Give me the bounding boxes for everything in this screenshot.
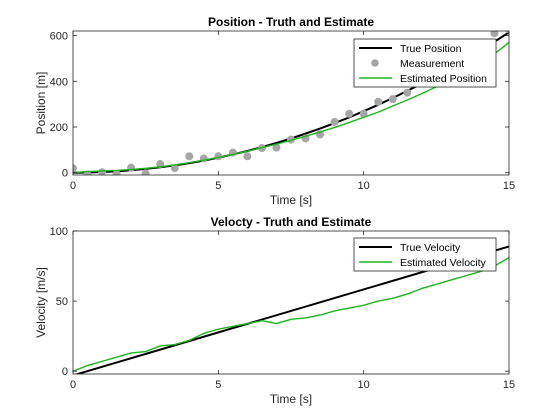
series-estimated-velocity-line: [73, 257, 509, 372]
x-tick-label: 0: [70, 379, 76, 391]
measurement-point: [330, 117, 339, 126]
chart-2: Velocty - Truth and Estimate 0 5 10 15 0 50 100…: [34, 215, 515, 406]
measurement-point: [98, 168, 107, 175]
legend-box: [353, 237, 497, 272]
legend-entry-measurement: Measurement: [371, 58, 464, 70]
y-axis-label: Velocity [m/s]: [34, 267, 48, 338]
x-tick-label: 0: [70, 180, 76, 192]
chart-title: Velocty - Truth and Estimate: [211, 215, 372, 229]
measurement-point: [199, 154, 208, 163]
axes-box: [72, 230, 510, 375]
y-tick-label: 400: [50, 76, 68, 88]
legend-entry-estimated-position: Estimated Position: [359, 73, 487, 85]
measurement-point: [345, 109, 354, 118]
x-tick-label: 10: [358, 180, 370, 192]
y-tick-label: 0: [62, 168, 68, 180]
measurement-point: [403, 88, 412, 97]
legend: True Velocity Estimated Velocity: [353, 237, 497, 272]
y-tick-label: 50: [56, 296, 68, 308]
legend: True Position Measurement Estimated Positi…: [353, 38, 497, 88]
measurement-point: [141, 169, 150, 175]
x-tick-label: 15: [503, 379, 515, 391]
legend-entry-estimated-velocity: Estimated Velocity: [359, 257, 487, 269]
measurement-point: [272, 143, 281, 152]
x-tick-label: 5: [215, 379, 221, 391]
x-tick-label: 10: [358, 379, 370, 391]
legend-label: Estimated Position: [400, 73, 487, 85]
x-tick-label: 5: [215, 180, 221, 192]
measurement-point: [170, 164, 179, 173]
measurement-point: [505, 31, 509, 34]
y-axis-label: Position [m]: [34, 72, 48, 135]
measurement-point: [388, 95, 397, 104]
measurement-point: [359, 109, 368, 118]
measurement-point: [243, 152, 252, 161]
measurement-point: [127, 163, 136, 172]
legend-label: True Position: [400, 43, 462, 55]
x-axis-label: Time [s]: [270, 193, 312, 207]
series-measurement: [73, 31, 509, 175]
measurement-point: [374, 97, 383, 106]
y-tick-label: 200: [50, 122, 68, 134]
legend-marker: [371, 59, 379, 67]
y-tick-label: 600: [50, 31, 68, 43]
x-axis-label: Time [s]: [270, 392, 312, 406]
measurement-point: [185, 152, 194, 161]
axes-box: [72, 30, 510, 176]
x-tick-label: 15: [503, 180, 515, 192]
legend-label: Estimated Velocity: [400, 257, 487, 269]
legend-entry-true-position: True Position: [359, 43, 462, 55]
y-tick-label: 100: [50, 226, 68, 238]
legend-label: Measurement: [400, 58, 464, 70]
y-tick-label: 0: [62, 366, 68, 378]
legend-label: True Velocity: [400, 242, 461, 254]
chart-title: Position - Truth and Estimate: [208, 15, 374, 29]
legend-entry-true-velocity: True Velocity: [359, 242, 461, 254]
measurement-point: [73, 164, 77, 173]
chart-1: Position - Truth and Estimate 0 5 10 15 0 200 4…: [34, 15, 515, 207]
measurement-point: [490, 31, 499, 38]
